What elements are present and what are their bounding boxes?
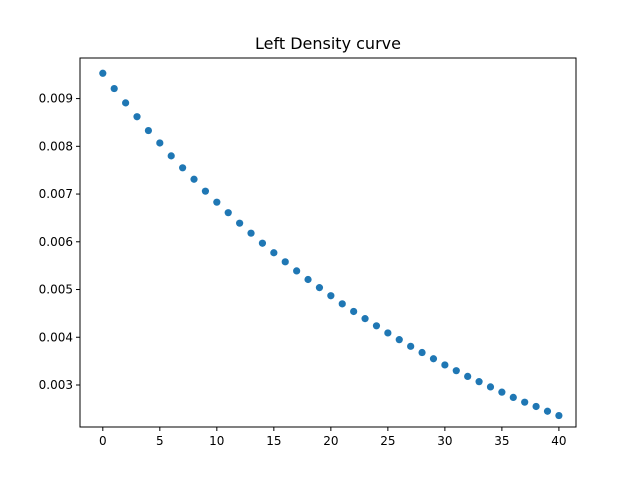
data-point: [122, 99, 130, 107]
x-tick-label: 25: [380, 434, 395, 448]
x-tick-label: 40: [551, 434, 566, 448]
data-point: [384, 329, 392, 337]
data-point: [486, 383, 495, 391]
data-point: [407, 342, 415, 350]
data-point: [156, 139, 164, 147]
data-point: [144, 126, 153, 135]
data-point: [498, 388, 506, 396]
y-tick-label: 0.005: [39, 283, 73, 297]
data-point: [338, 300, 346, 308]
data-point: [110, 84, 118, 93]
data-point: [532, 402, 540, 411]
y-axis: 0.003 0.004 0.005 0.006 0.007 0.008 0.009: [39, 92, 80, 392]
data-point: [190, 175, 198, 183]
data-point: [555, 411, 563, 420]
data-point: [224, 209, 232, 217]
y-tick-label: 0.006: [39, 235, 73, 249]
data-point: [281, 258, 289, 266]
x-tick-label: 0: [99, 434, 107, 448]
x-tick-label: 5: [156, 434, 164, 448]
data-point: [441, 361, 449, 369]
data-point: [521, 398, 529, 406]
data-point: [247, 229, 255, 237]
data-point: [543, 407, 552, 415]
data-point: [475, 378, 483, 386]
data-point: [213, 198, 221, 206]
y-tick-label: 0.008: [39, 139, 73, 153]
data-point: [350, 307, 358, 316]
data-points: [99, 69, 563, 420]
plot-area-frame: [79, 57, 577, 428]
data-point: [395, 336, 403, 344]
y-tick-label: 0.003: [39, 378, 73, 392]
x-tick-label: 15: [266, 434, 281, 448]
data-point: [452, 367, 460, 375]
data-point: [509, 393, 517, 402]
data-point: [372, 322, 381, 330]
data-point: [361, 315, 369, 323]
data-point: [167, 152, 175, 160]
data-point: [179, 164, 187, 172]
x-tick-label: 20: [323, 434, 338, 448]
y-tick-label: 0.007: [39, 187, 73, 201]
data-point: [293, 267, 301, 275]
x-axis: 0 5 10 15 20 25 30 35 40: [99, 427, 567, 448]
data-point: [99, 69, 107, 77]
data-point: [133, 113, 141, 121]
chart-title: Left Density curve: [255, 34, 401, 53]
x-tick-label: 10: [209, 434, 224, 448]
data-point: [201, 187, 210, 195]
x-tick-label: 30: [437, 434, 452, 448]
data-point: [327, 292, 335, 300]
data-point: [270, 249, 278, 257]
data-point: [429, 355, 438, 363]
data-point: [464, 372, 472, 380]
y-tick-label: 0.009: [39, 92, 73, 106]
data-point: [418, 348, 426, 357]
data-point: [258, 239, 267, 247]
data-point: [315, 284, 324, 292]
y-tick-label: 0.004: [39, 330, 73, 344]
data-point: [236, 219, 244, 227]
data-point: [304, 275, 312, 284]
x-tick-label: 35: [494, 434, 509, 448]
